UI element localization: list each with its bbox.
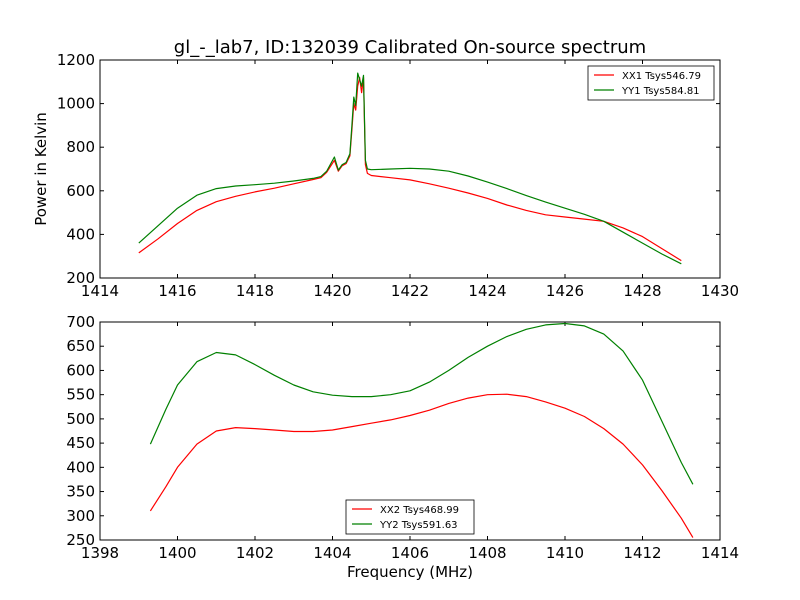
x-tick-label: 1410 bbox=[546, 544, 584, 562]
y-tick-label: 600 bbox=[66, 182, 95, 200]
series-line-yy bbox=[149, 322, 694, 485]
y-tick-label: 500 bbox=[66, 410, 95, 428]
x-tick-label: 1416 bbox=[158, 282, 196, 300]
legend-entry: XX1 Tsys546.79 bbox=[622, 71, 701, 82]
chart-title: gl_-_lab7, ID:132039 Calibrated On-sourc… bbox=[174, 37, 646, 58]
series-lines bbox=[138, 72, 682, 265]
y-tick-label: 800 bbox=[66, 138, 95, 156]
legend: XX1 Tsys546.79 YY1 Tsys584.81 bbox=[587, 65, 715, 101]
y-tick-label: 1000 bbox=[57, 95, 95, 113]
x-tick-label: 1398 bbox=[81, 544, 119, 562]
bottom-spectrum-chart: 1398 1400 1402 1404 1406 1408 1410 1412 1414 250 3… bbox=[66, 313, 739, 581]
legend-box bbox=[345, 499, 475, 535]
y-tick-label: 650 bbox=[66, 337, 95, 355]
y-tick-label: 550 bbox=[66, 386, 95, 404]
x-tick-label: 1430 bbox=[701, 282, 739, 300]
series-lines bbox=[149, 322, 694, 538]
legend-entry: YY2 Tsys591.63 bbox=[379, 520, 458, 531]
y-tick-label: 400 bbox=[66, 225, 95, 243]
x-tick-label: 1408 bbox=[468, 544, 506, 562]
top-spectrum-chart: 1414 1416 1418 1420 1422 1424 1426 1428 1430 200 4… bbox=[32, 51, 739, 300]
axis-ticks: 1414 1416 1418 1420 1422 1424 1426 1428 1430 200 4… bbox=[57, 51, 739, 300]
legend-entry: YY1 Tsys584.81 bbox=[621, 86, 700, 97]
y-tick-label: 250 bbox=[66, 531, 95, 549]
legend-box bbox=[587, 65, 715, 101]
y-tick-label: 450 bbox=[66, 434, 95, 452]
y-tick-label: 1200 bbox=[57, 51, 95, 69]
x-tick-label: 1414 bbox=[701, 544, 739, 562]
y-tick-label: 350 bbox=[66, 483, 95, 501]
series-line-yy bbox=[138, 72, 682, 265]
y-tick-label: 700 bbox=[66, 313, 95, 331]
legend-entry: XX2 Tsys468.99 bbox=[380, 505, 459, 516]
x-tick-label: 1414 bbox=[81, 282, 119, 300]
series-line-xx bbox=[138, 76, 682, 262]
x-tick-label: 1422 bbox=[391, 282, 429, 300]
y-tick-label: 600 bbox=[66, 361, 95, 379]
x-axis-label: Frequency (MHz) bbox=[347, 563, 473, 581]
x-tick-label: 1420 bbox=[313, 282, 351, 300]
series-line-xx bbox=[149, 393, 694, 538]
x-tick-label: 1418 bbox=[236, 282, 274, 300]
x-tick-label: 1424 bbox=[468, 282, 506, 300]
x-tick-label: 1404 bbox=[313, 544, 351, 562]
x-tick-label: 1402 bbox=[236, 544, 274, 562]
x-tick-label: 1406 bbox=[391, 544, 429, 562]
x-tick-label: 1412 bbox=[623, 544, 661, 562]
x-tick-label: 1400 bbox=[158, 544, 196, 562]
axis-ticks: 1398 1400 1402 1404 1406 1408 1410 1412 1414 250 3… bbox=[66, 313, 739, 562]
x-tick-label: 1428 bbox=[623, 282, 661, 300]
y-tick-label: 400 bbox=[66, 458, 95, 476]
y-tick-label: 200 bbox=[66, 269, 95, 287]
y-tick-label: 300 bbox=[66, 507, 95, 525]
y-axis-label: Power in Kelvin bbox=[32, 112, 50, 226]
legend: XX2 Tsys468.99 YY2 Tsys591.63 bbox=[345, 499, 475, 535]
x-tick-label: 1426 bbox=[546, 282, 584, 300]
